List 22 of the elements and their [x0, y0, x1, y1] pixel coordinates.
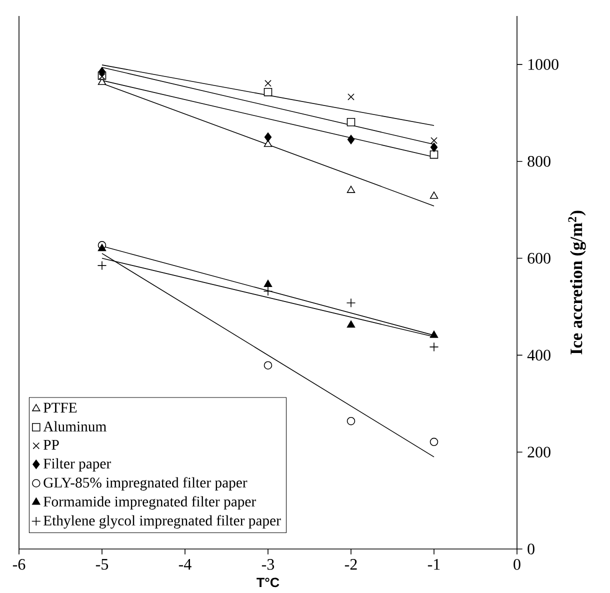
legend-label: PP — [44, 440, 59, 450]
legend-label: Filter paper — [44, 458, 111, 472]
y-tick-label: 0 — [528, 544, 534, 554]
x-tick-label: -4 — [178, 559, 192, 570]
legend-label: GLY-85% impregnated filter paper — [44, 477, 248, 491]
y-tick-label: 400 — [527, 350, 550, 361]
legend-label: Ethylene glycol impregnated filter paper — [44, 515, 281, 529]
x-tick-label: 0 — [514, 559, 520, 570]
y-axis-title: Ice accretion (g/m$^{2}$) — [568, 210, 586, 354]
x-tick-label: -2 — [344, 559, 357, 570]
legend-label: Formamide impregnated filter paper — [44, 496, 256, 510]
y-tick-label: 200 — [528, 446, 550, 458]
y-tick-label: 1000 — [528, 59, 558, 70]
legend-label: PTFE — [44, 402, 77, 412]
x-tick-label: -6 — [12, 559, 26, 570]
x-axis-title: T°C — [256, 578, 280, 588]
x-tick-label: -5 — [96, 559, 108, 570]
x-tick-label: -1 — [428, 559, 440, 570]
y-tick-label: 800 — [528, 156, 550, 167]
y-tick-label: 600 — [528, 252, 550, 264]
legend-label: Aluminum — [43, 421, 106, 432]
x-tick-label: -3 — [262, 559, 274, 570]
